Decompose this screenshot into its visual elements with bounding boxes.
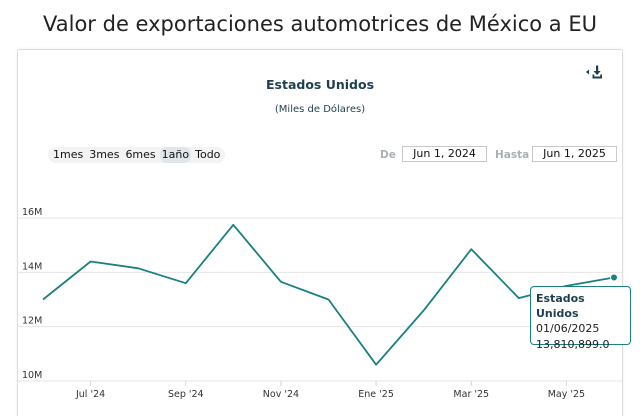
y-tick-label: 12M — [22, 316, 42, 327]
range-3mes-button[interactable]: 3mes — [89, 148, 120, 161]
tooltip-date: 01/06/2025 — [536, 322, 600, 335]
x-tick-label: Ene '25 — [358, 389, 394, 400]
range-1mes-button[interactable]: 1mes — [53, 148, 84, 161]
chart-title: Estados Unidos — [265, 77, 375, 92]
x-tick-label: Jul '24 — [75, 389, 105, 400]
data-tooltip: Estados Unidos 01/06/2025 13,810,899.0 — [530, 286, 631, 351]
y-tick-label: 14M — [22, 261, 42, 272]
hovered-data-point — [610, 273, 618, 282]
date-from-input[interactable]: Jun 1, 2024 — [402, 146, 487, 162]
range-todo-button[interactable]: Todo — [195, 148, 221, 161]
chart-subtitle: (Miles de Dólares) — [274, 104, 366, 115]
y-tick-label: 16M — [22, 207, 42, 218]
series-line — [42, 223, 615, 366]
x-tick-label: May '25 — [548, 389, 585, 400]
tooltip-series-name: Estados Unidos — [536, 292, 585, 320]
date-to-input[interactable]: Jun 1, 2025 — [532, 146, 617, 162]
range-selector: 1mes 3mes 6mes 1año Todo — [48, 147, 226, 163]
x-tick-label: Sep '24 — [168, 389, 204, 400]
line-chart: 10M 12M 14M 16M Jul '24 Sep '24 Nov '24 Ene '25… — [18, 207, 622, 400]
tooltip-value: 13,810,899.0 — [536, 338, 610, 351]
page-title: Valor de exportaciones automotrices de M… — [43, 12, 597, 36]
range-1ano-button[interactable]: 1año — [159, 147, 192, 163]
range-6mes-button[interactable]: 6mes — [125, 148, 156, 161]
chart-container: Estados Unidos (Miles de Dólares) 1mes 3… — [17, 49, 631, 416]
x-tick-label: Nov '24 — [263, 389, 299, 400]
download-icon — [586, 65, 602, 79]
chart-menu-button[interactable] — [583, 63, 605, 81]
date-to-label: Hasta — [495, 149, 530, 161]
date-from-label: De — [380, 149, 396, 161]
x-tick-label: Mar '25 — [453, 389, 489, 400]
y-tick-label: 10M — [22, 370, 42, 381]
